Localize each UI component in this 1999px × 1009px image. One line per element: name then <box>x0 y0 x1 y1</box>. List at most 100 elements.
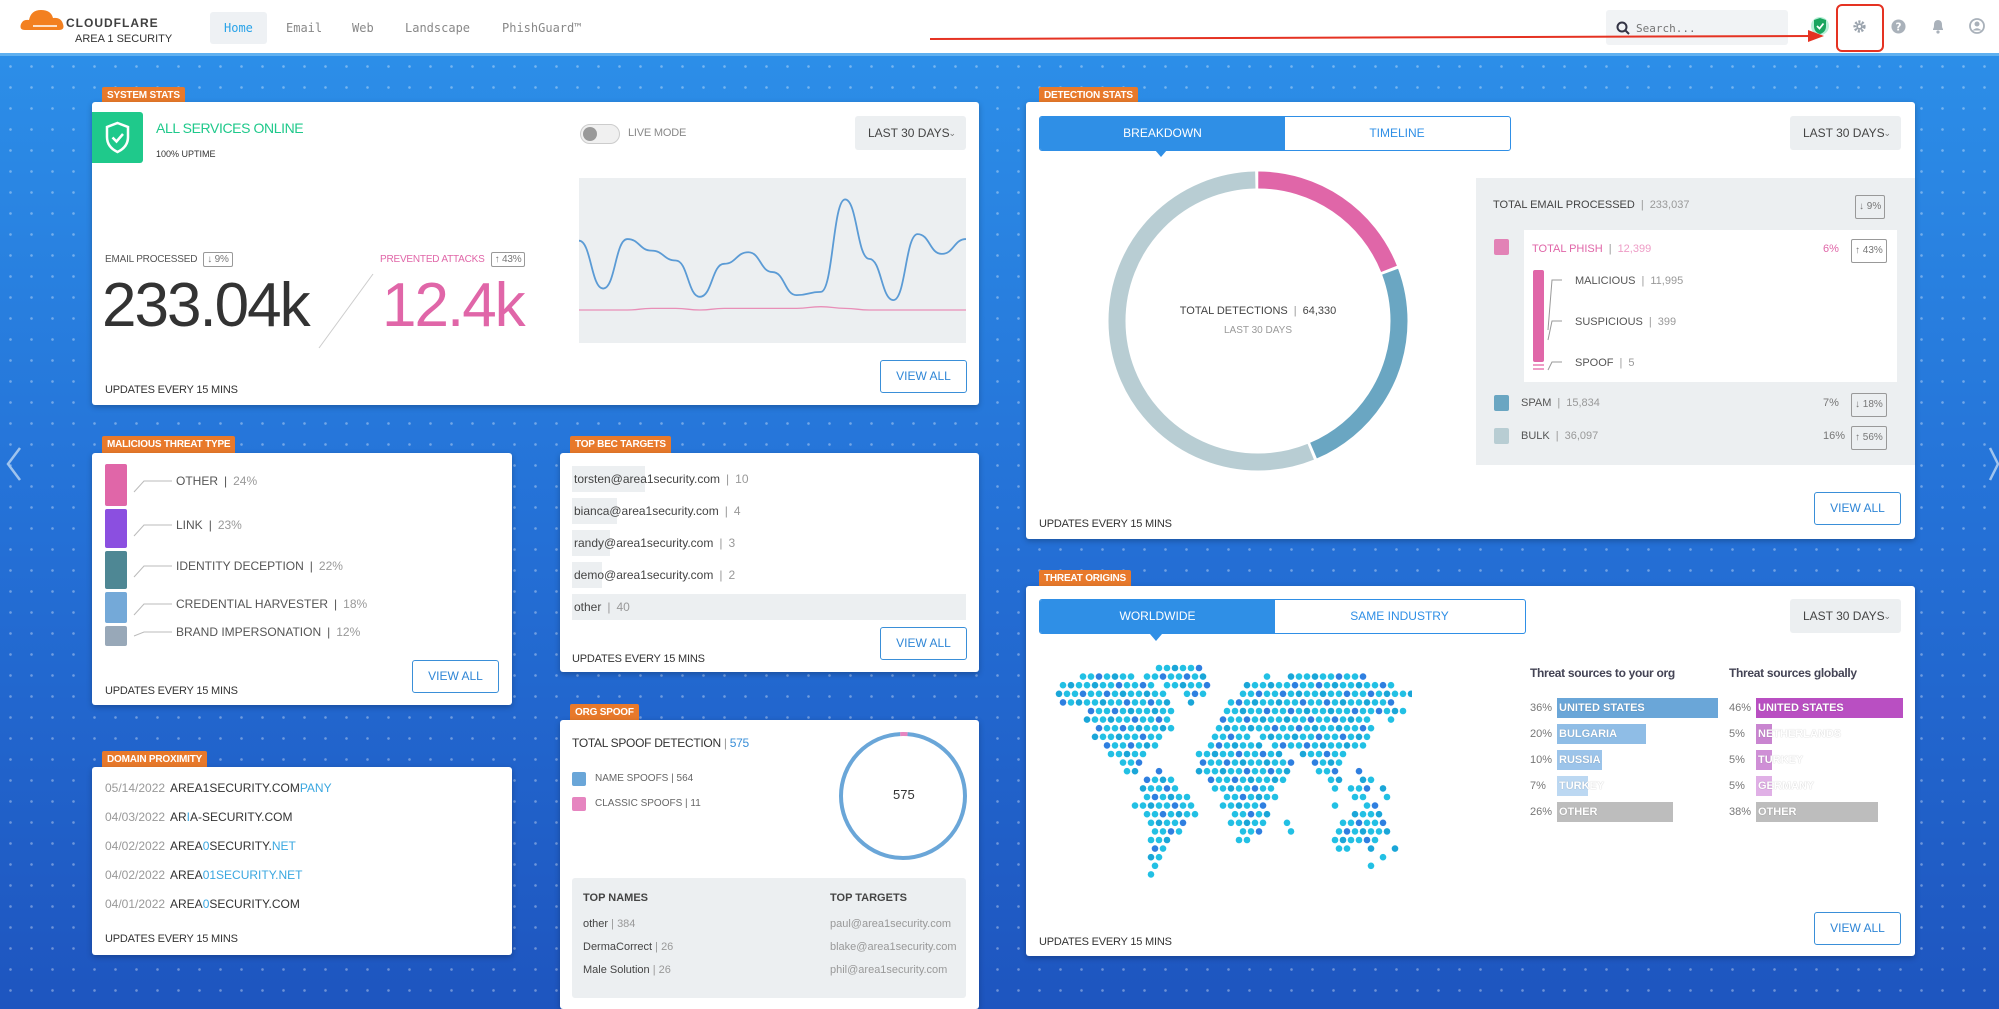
map-dot <box>1251 716 1259 723</box>
nav-tab-3[interactable]: Landscape <box>405 21 471 35</box>
map-dot <box>1347 836 1355 844</box>
map-dot <box>1223 793 1231 801</box>
map-dot <box>1279 724 1287 732</box>
map-dot <box>1287 724 1295 732</box>
domain-highlight: 0 <box>202 897 210 911</box>
map-dot <box>1347 785 1355 792</box>
domain-row[interactable]: 04/01/2022 AREA0SECURITY.COM <box>105 897 300 911</box>
system-range-dropdown[interactable]: LAST 30 DAYS ⌄ <box>855 116 966 150</box>
map-dot <box>1187 699 1195 706</box>
map-dot <box>1251 819 1259 827</box>
top-target-row[interactable]: paul@area1security.com <box>830 918 952 930</box>
map-dot <box>1231 742 1239 749</box>
nav-tab-2[interactable]: Web <box>352 21 374 35</box>
view-all-button[interactable]: VIEW ALL <box>412 660 499 693</box>
top-target-row[interactable]: blake@area1security.com <box>830 941 957 953</box>
map-dot <box>1363 681 1371 689</box>
map-dot <box>1211 750 1219 758</box>
bec-target-row[interactable]: randy@area1security.com | 3 <box>574 536 736 550</box>
map-dot <box>1155 802 1163 809</box>
map-dot <box>1095 707 1103 715</box>
map-dot <box>1255 828 1263 835</box>
spam-pct: 7% <box>1823 397 1839 409</box>
tab-breakdown[interactable]: BREAKDOWN <box>1040 117 1285 150</box>
domain-row[interactable]: 04/02/2022 AREA01SECURITY.NET <box>105 868 303 882</box>
origins-tabs: WORLDWIDE SAME INDUSTRY <box>1039 599 1526 634</box>
map-dot <box>1339 733 1347 741</box>
map-dot <box>1179 802 1187 809</box>
map-dot <box>1095 724 1103 732</box>
map-dot <box>1343 690 1351 698</box>
map-dot <box>1307 681 1315 689</box>
map-dot <box>1143 810 1151 818</box>
view-all-button[interactable]: VIEW ALL <box>880 627 967 660</box>
help-icon[interactable]: ? <box>1891 19 1906 34</box>
map-dot <box>1171 819 1179 827</box>
org-source-country: TURKEY <box>1559 780 1605 792</box>
tab-timeline[interactable]: TIMELINE <box>1369 126 1425 140</box>
map-dot <box>1207 759 1215 766</box>
carousel-next-arrow[interactable] <box>1988 446 1999 482</box>
bec-target-row[interactable]: demo@area1security.com | 2 <box>574 568 736 582</box>
map-dot <box>1259 699 1267 706</box>
map-dot <box>1331 733 1339 741</box>
domain-row[interactable]: 04/03/2022 ARIA-SECURITY.COM <box>105 810 292 824</box>
tab-worldwide[interactable]: WORLDWIDE <box>1040 600 1275 633</box>
phish-stack-bar <box>1533 270 1544 362</box>
map-dot <box>1103 724 1111 732</box>
user-icon[interactable] <box>1969 18 1985 34</box>
search-input[interactable] <box>1636 18 1776 38</box>
map-dot <box>1255 742 1263 749</box>
bec-target-row[interactable]: torsten@area1security.com | 10 <box>574 472 749 486</box>
map-dot <box>1323 750 1331 758</box>
map-dot <box>1159 707 1167 715</box>
map-dot <box>1227 699 1235 706</box>
nav-tab-1[interactable]: Email <box>286 21 323 35</box>
map-dot <box>1255 793 1263 801</box>
map-dot <box>1263 690 1271 698</box>
top-target-row[interactable]: phil@area1security.com <box>830 964 948 976</box>
domain-row[interactable]: 04/02/2022 AREA0SECURITY.NET <box>105 839 296 853</box>
sparkline-series-1 <box>579 306 966 311</box>
tab-same-industry[interactable]: SAME INDUSTRY <box>1350 609 1449 623</box>
map-dot <box>1163 819 1171 827</box>
search-box[interactable] <box>1606 10 1788 45</box>
domain-row[interactable]: 05/14/2022 AREA1SECURITY.COMPANY <box>105 781 332 795</box>
detection-range-dropdown[interactable]: LAST 30 DAYS ⌄ <box>1790 116 1901 150</box>
map-dot <box>1351 828 1359 835</box>
map-dot <box>1323 733 1331 741</box>
total-detections-period: LAST 30 DAYS <box>1224 325 1292 336</box>
map-dot <box>1295 673 1303 680</box>
bell-icon[interactable] <box>1931 18 1945 34</box>
map-dot <box>1347 681 1355 689</box>
global-source-country: TURKEY <box>1758 754 1804 766</box>
map-dot <box>1279 707 1287 715</box>
detection-donut-chart <box>1108 171 1408 471</box>
origins-range-dropdown[interactable]: LAST 30 DAYS ⌄ <box>1790 599 1901 633</box>
bec-target-row[interactable]: bianca@area1security.com | 4 <box>574 504 741 518</box>
view-all-button[interactable]: VIEW ALL <box>1814 492 1901 525</box>
view-all-button[interactable]: VIEW ALL <box>880 360 967 393</box>
domain-text: AREA1SECURITY.COM <box>170 781 300 795</box>
spoof-donut-total: 575 <box>893 787 915 802</box>
map-dot <box>1243 681 1251 689</box>
map-dot <box>1343 845 1351 852</box>
top-bec-tag: TOP BEC TARGETS <box>570 436 671 453</box>
cloudflare-logo[interactable]: CLOUDFLARE AREA 1 SECURITY <box>19 6 189 50</box>
map-dot <box>1235 819 1243 827</box>
map-dot <box>1247 707 1255 715</box>
map-dot <box>1407 690 1412 698</box>
nav-tab-4[interactable]: PhishGuard™ <box>502 21 582 35</box>
carousel-prev-arrow[interactable] <box>4 446 24 482</box>
map-dot <box>1259 750 1267 758</box>
map-dot <box>1247 828 1255 835</box>
map-dot <box>1139 681 1147 689</box>
nav-tab-0[interactable]: Home <box>210 12 267 44</box>
gear-icon[interactable] <box>1852 19 1867 34</box>
live-mode-toggle[interactable] <box>580 124 620 144</box>
map-dot <box>1355 733 1363 741</box>
shield-check-icon[interactable] <box>1811 15 1829 37</box>
map-dot <box>1287 828 1295 835</box>
bec-target-row[interactable]: other | 40 <box>574 600 630 614</box>
view-all-button[interactable]: VIEW ALL <box>1814 912 1901 945</box>
